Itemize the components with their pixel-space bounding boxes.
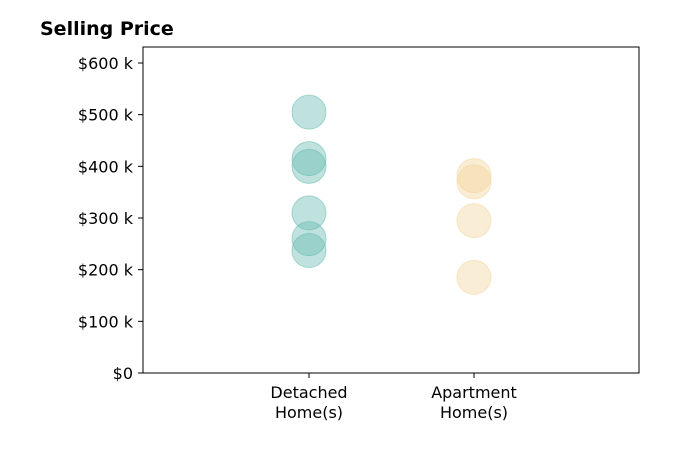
data-point — [456, 259, 492, 295]
data-point — [456, 203, 492, 239]
x-tick-label: Detached — [270, 383, 347, 402]
x-tick-label: Home(s) — [275, 403, 343, 422]
y-tick-label: $300 k — [78, 209, 134, 228]
y-tick-label: $100 k — [78, 312, 134, 331]
data-point — [291, 195, 327, 231]
x-tick-label: Apartment — [431, 383, 517, 402]
y-tick-label: $500 k — [78, 106, 134, 125]
data-point — [291, 148, 327, 184]
data-point — [456, 164, 492, 200]
data-points — [291, 94, 492, 295]
y-tick-label: $600 k — [78, 54, 134, 73]
x-tick-label: Home(s) — [440, 403, 508, 422]
data-point — [291, 94, 327, 130]
y-axis: $0 $100 k $200 k $300 k $400 k $500 k $600 k — [78, 54, 143, 383]
plot-area-frame — [142, 46, 640, 374]
y-tick-label: $0 — [113, 364, 133, 383]
data-point — [291, 221, 327, 257]
y-tick-label: $200 k — [78, 261, 134, 280]
data-point — [291, 141, 327, 177]
data-point — [291, 233, 327, 269]
chart-title: Selling Price — [40, 18, 174, 40]
y-tick-label: $400 k — [78, 157, 134, 176]
